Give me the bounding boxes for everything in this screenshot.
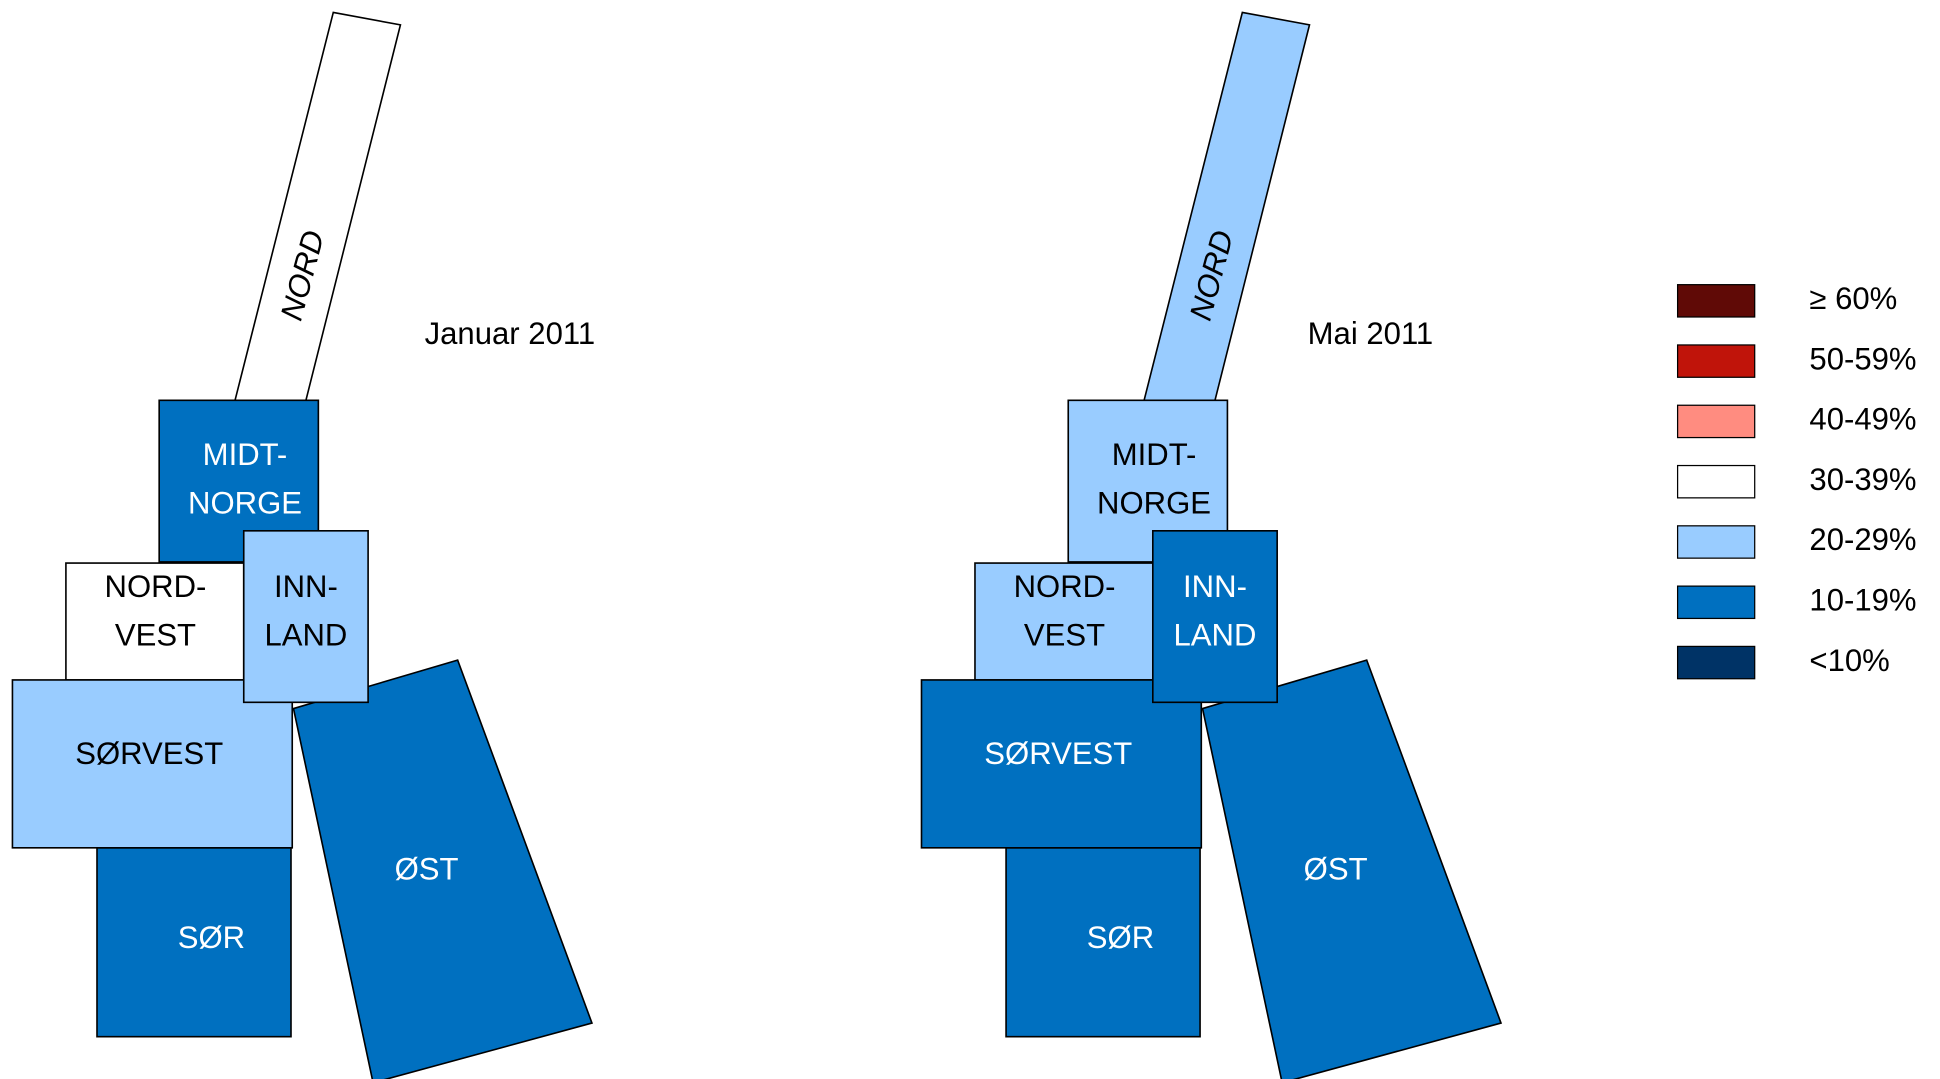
- region-label: SØR: [178, 920, 245, 955]
- legend-label: 20-29%: [1809, 522, 1916, 557]
- legend-label: ≥ 60%: [1809, 281, 1897, 316]
- region-label: SØR: [1087, 920, 1154, 955]
- region-label: MIDT-: [1112, 437, 1197, 472]
- legend-label: 50-59%: [1809, 341, 1916, 376]
- region: [1201, 659, 1503, 1079]
- region-label: VEST: [1024, 617, 1105, 652]
- region-map: Mai 2011NORDØSTSØRMIDT-NORGENORD-VESTSØR…: [920, 11, 1503, 1079]
- legend-swatch: [1676, 404, 1756, 439]
- region-map: Januar 2011NORDØSTSØRMIDT-NORGENORD-VEST…: [11, 11, 596, 1079]
- region-label: NORGE: [188, 486, 302, 521]
- legend-swatch: [1676, 344, 1756, 378]
- region-label: MIDT-: [203, 437, 288, 472]
- region-label: SØRVEST: [984, 736, 1132, 771]
- region-label: NORD-: [105, 569, 207, 604]
- region: [1143, 11, 1311, 402]
- legend-swatch: [1676, 284, 1756, 318]
- map-title: Mai 2011: [1308, 316, 1434, 351]
- region: [1151, 529, 1278, 704]
- legend-swatch: [1676, 525, 1756, 559]
- map-title: Januar 2011: [425, 316, 596, 351]
- legend-swatch: [1676, 464, 1756, 499]
- region: [292, 659, 594, 1079]
- region: [242, 529, 369, 704]
- region-label: VEST: [115, 617, 196, 652]
- legend-swatch: [1676, 645, 1756, 680]
- region-label: LAND: [264, 617, 347, 652]
- legend-label: 10-19%: [1809, 582, 1916, 617]
- legend-swatch: [1676, 585, 1756, 620]
- region-label: ØST: [395, 852, 459, 887]
- legend-label: 30-39%: [1809, 462, 1916, 497]
- region-label: NORD-: [1014, 569, 1116, 604]
- legend-label: <10%: [1809, 643, 1889, 678]
- region-label: LAND: [1174, 617, 1257, 652]
- region-label: NORGE: [1097, 486, 1211, 521]
- region: [233, 11, 402, 402]
- region-label: ØST: [1304, 852, 1368, 887]
- region-label: SØRVEST: [75, 736, 223, 771]
- region: [11, 679, 294, 849]
- region: [920, 679, 1203, 849]
- region-label: INN-: [1183, 569, 1247, 604]
- region-label: INN-: [274, 569, 338, 604]
- legend-label: 40-49%: [1809, 402, 1916, 437]
